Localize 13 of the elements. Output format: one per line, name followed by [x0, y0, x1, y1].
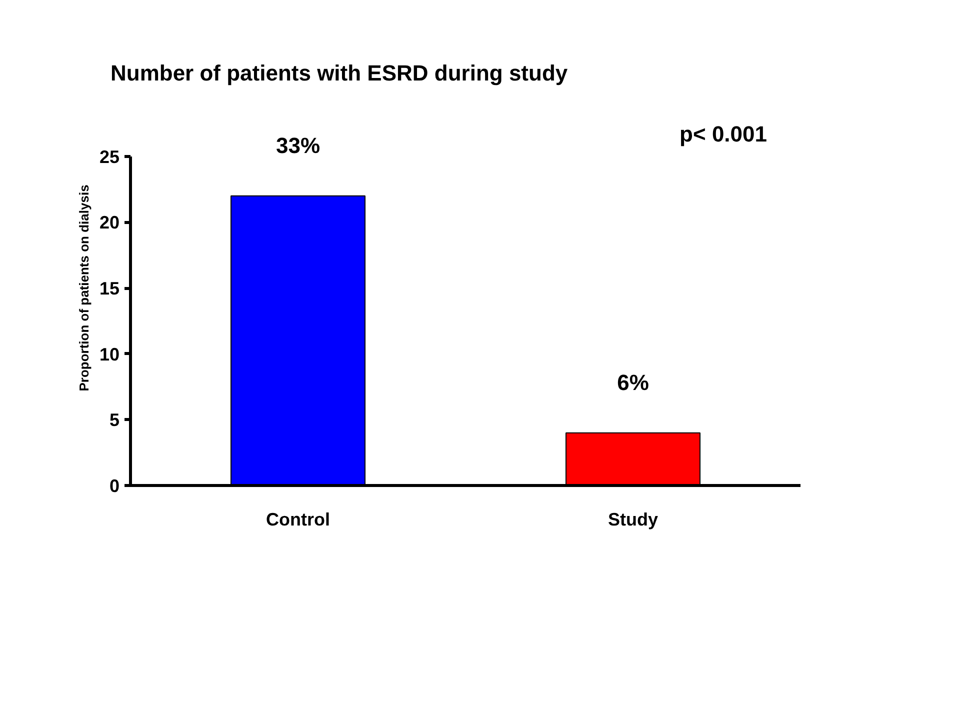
y-tick-label: 10	[99, 344, 120, 364]
y-tick-label: 0	[109, 476, 120, 496]
y-tick-label: 5	[109, 410, 120, 430]
y-tick-label: 25	[99, 146, 120, 167]
y-tick-label: 20	[99, 212, 120, 233]
annotation: 33%	[276, 132, 320, 158]
x-tick-label: Control	[266, 510, 330, 530]
y-axis-title: Proportion of patients on dialysis	[76, 184, 92, 392]
text: p< 0.001	[680, 121, 767, 146]
x-tick-label: Study	[608, 510, 658, 530]
chart-title: Number of patients with ESRD during study	[110, 60, 568, 86]
annotation: 6%	[617, 370, 649, 395]
y-tick-label: 15	[99, 278, 120, 298]
